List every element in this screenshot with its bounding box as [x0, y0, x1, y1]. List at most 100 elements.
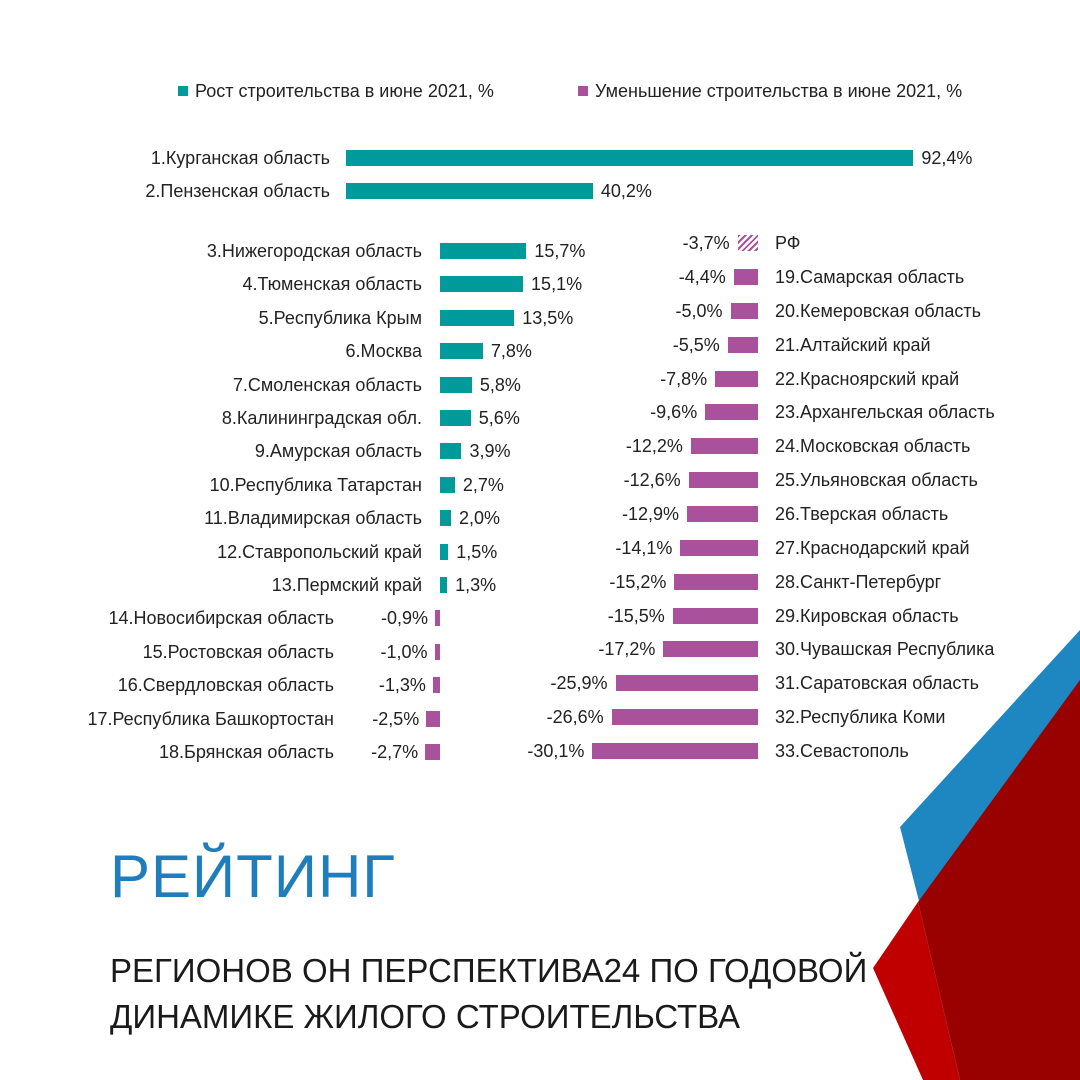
bar-label: 17.Республика Башкортостан [87, 708, 334, 729]
legend-swatch-growth [178, 86, 188, 96]
bar [432, 677, 440, 694]
value-label: 3,9% [469, 441, 511, 462]
bar [440, 476, 455, 493]
bar-label: 32.Республика Коми [775, 707, 946, 728]
bar-label: 1.Курганская область [150, 148, 330, 168]
bar [440, 443, 462, 460]
bar [440, 309, 515, 326]
value-label: 2,0% [459, 508, 501, 529]
bar [440, 376, 472, 393]
value-label: -12,6% [623, 470, 681, 491]
bar-label: 22.Красноярский край [775, 368, 960, 389]
bar-label: 2.Пензенская область [145, 181, 330, 201]
bar-label: 18.Брянская область [158, 742, 334, 762]
legend-label-decline: Уменьшение строительства в июне 2021, % [595, 81, 963, 101]
bar [715, 370, 758, 387]
bar [615, 675, 758, 692]
value-label: -7,8% [660, 368, 708, 389]
bar [440, 276, 524, 293]
bar-label: 11.Владимирская область [204, 508, 422, 529]
bar-label: РФ [775, 233, 801, 253]
bar [434, 643, 440, 660]
bar-label: 20.Кемеровская область [775, 300, 981, 321]
bar-label: 14.Новосибирская область [108, 608, 334, 629]
bar-label: 6.Москва [345, 341, 422, 362]
value-label: 5,6% [478, 408, 520, 428]
value-label: 2,7% [462, 474, 504, 495]
page-title: РЕЙТИНГ [110, 843, 396, 910]
bar-label: 7.Смоленская область [232, 374, 422, 395]
value-label: -25,9% [550, 673, 608, 694]
value-label: -17,2% [598, 639, 656, 660]
bar-label: 25.Ульяновская область [775, 470, 978, 491]
deco-blue-shape [900, 630, 1080, 905]
value-label: -1,3% [378, 675, 426, 696]
value-label: 1,3% [455, 575, 497, 595]
bar [435, 610, 440, 627]
bar-label: 30.Чувашская Республика [775, 639, 995, 660]
bar-label: 3.Нижегородская область [206, 241, 422, 261]
bar [440, 543, 449, 560]
value-label: -12,9% [622, 504, 680, 525]
subtitle-line-1: РЕГИОНОВ ОН ПЕРСПЕКТИВА24 ПО ГОДОВОЙ [110, 952, 868, 989]
bar-label: 21.Алтайский край [775, 334, 931, 355]
bar [440, 410, 471, 426]
bar-label: 23.Архангельская область [775, 402, 995, 423]
value-label: -3,7% [682, 233, 730, 253]
value-label: -26,6% [546, 707, 604, 728]
value-label: 92,4% [921, 148, 973, 168]
bar-label: 24.Московская область [775, 436, 971, 457]
bar-label: 12.Ставропольский край [217, 541, 422, 562]
bar [425, 744, 440, 760]
bar [672, 607, 758, 624]
bar [690, 438, 758, 455]
value-label: -5,5% [672, 334, 720, 355]
legend-label-growth: Рост строительства в июне 2021, % [195, 81, 494, 101]
bar-label: 16.Свердловская область [117, 675, 334, 696]
value-label: -30,1% [527, 741, 585, 762]
value-label: 40,2% [600, 181, 652, 201]
value-label: -0,9% [381, 608, 429, 629]
bar-label: 31.Саратовская область [775, 673, 979, 694]
value-label: 15,7% [534, 241, 586, 261]
value-label: -15,5% [607, 605, 665, 626]
bar [687, 506, 758, 523]
value-label: -2,5% [372, 708, 420, 729]
value-label: -9,6% [650, 402, 698, 423]
bar [346, 183, 593, 199]
bar [663, 641, 758, 658]
bar [730, 302, 758, 319]
bar-label: 28.Санкт-Петербург [775, 571, 942, 592]
bar-label: 5.Республика Крым [258, 307, 422, 328]
bar-hatched [737, 235, 758, 251]
deco-red-shape [873, 902, 960, 1080]
deco-dark-red-shape [918, 680, 1080, 1080]
value-label: -12,2% [625, 436, 683, 457]
bar-label: 4.Тюменская область [242, 274, 422, 295]
bar [440, 343, 483, 360]
bar-label: 27.Краснодарский край [775, 537, 970, 558]
value-label: 5,8% [479, 374, 521, 395]
value-label: 15,1% [531, 274, 583, 295]
value-label: 1,5% [456, 541, 498, 562]
bar [674, 573, 758, 590]
bar [346, 150, 914, 166]
bar [680, 539, 758, 556]
bar-label: 29.Кировская область [775, 605, 959, 626]
bar [727, 336, 758, 353]
value-label: -5,0% [675, 300, 723, 321]
subtitle-line-2: ДИНАМИКЕ ЖИЛОГО СТРОИТЕЛЬСТВА [110, 998, 741, 1035]
bar [705, 404, 758, 421]
value-label: -15,2% [609, 571, 667, 592]
value-label: 13,5% [522, 307, 574, 328]
legend-swatch-decline [578, 86, 588, 96]
bar [733, 269, 758, 285]
bar-label: 9.Амурская область [254, 441, 422, 462]
bar-label: 15.Ростовская область [142, 641, 334, 662]
bar [592, 743, 758, 760]
bar [440, 577, 448, 593]
bar-label: 33.Севастополь [775, 741, 909, 762]
bar-label: 26.Тверская область [775, 504, 949, 525]
value-label: -14,1% [615, 537, 673, 558]
